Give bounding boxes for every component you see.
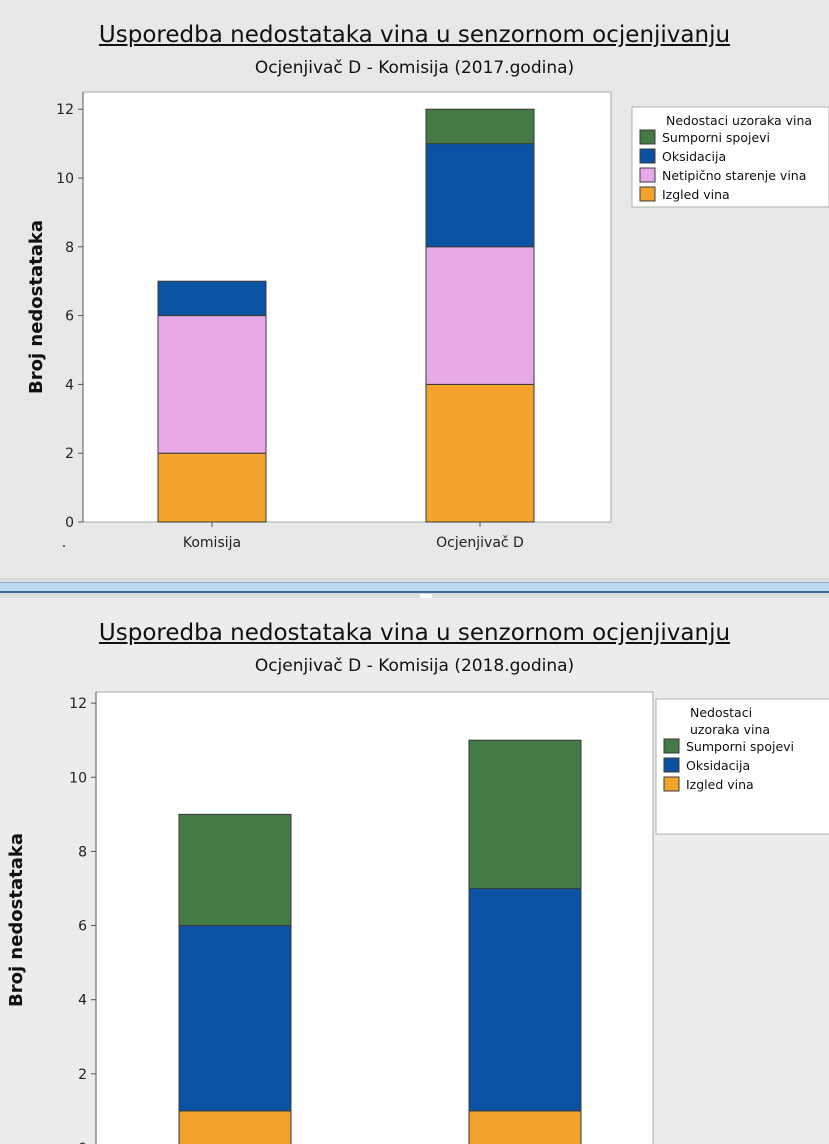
y-tick-label: 10 <box>56 171 74 187</box>
bar-segment-sumporni <box>468 739 582 889</box>
y-tick-label: 8 <box>78 844 87 860</box>
y-axis-label: Broj nedostataka <box>26 220 47 394</box>
bar-segment-sumporni <box>425 108 535 145</box>
y-tick-label: 8 <box>65 240 74 256</box>
legend-label: Sumporni spojevi <box>662 130 770 145</box>
bar-segment-sumporni <box>178 813 292 927</box>
y-tick-label: 0 <box>65 515 74 531</box>
y-tick-label: 4 <box>78 993 87 1009</box>
bar-segment-izgled <box>468 1110 582 1144</box>
chart-panel-2018: Usporedba nedostataka vina u senzornom o… <box>0 598 829 1144</box>
legend-label: Oksidacija <box>662 149 726 164</box>
bar-segment-izgled <box>157 452 267 523</box>
bar-segment-oksidacija <box>178 925 292 1112</box>
legend-swatch-netipicno <box>639 167 656 183</box>
legend-box <box>631 106 829 208</box>
y-tick-label: 2 <box>78 1067 87 1083</box>
y-tick-label: 12 <box>69 696 87 712</box>
legend-title: Nedostaci <box>690 705 752 720</box>
y-tick-label: 6 <box>78 919 87 935</box>
bar-segment-netipicno <box>157 315 267 454</box>
legend-swatch-izgled <box>639 186 656 202</box>
legend-swatch-oksidacija <box>639 148 656 164</box>
divider-band <box>0 582 829 593</box>
legend-swatch-sumporni <box>639 129 656 145</box>
bar-segment-oksidacija <box>157 280 267 317</box>
y-tick-label: 0 <box>78 1141 87 1144</box>
divider-grip[interactable] <box>420 594 432 599</box>
x-tick-label: Komisija <box>183 535 241 551</box>
y-axis-label: Broj nedostataka <box>6 833 27 1007</box>
y-tick-label: 12 <box>56 102 74 118</box>
legend-swatch-sumporni <box>663 738 680 754</box>
bar-segment-oksidacija <box>468 887 582 1112</box>
legend-box <box>655 698 829 835</box>
chart-title: Usporedba nedostataka vina u senzornom o… <box>98 620 731 646</box>
y-tick-label: 10 <box>69 770 87 786</box>
bar-segment-izgled <box>425 383 535 523</box>
legend-label: Netipično starenje vina <box>662 168 806 183</box>
y-tick-label: 4 <box>65 377 74 393</box>
panel-divider[interactable] <box>0 578 829 599</box>
legend-label: Izgled vina <box>662 187 730 202</box>
chart-subtitle: Ocjenjivač D - Komisija (2017.godina) <box>254 58 575 78</box>
y-tick-label: 2 <box>65 446 74 462</box>
legend-label: Oksidacija <box>686 758 750 773</box>
y-tick-label: 6 <box>65 309 74 325</box>
bar-segment-izgled <box>178 1110 292 1144</box>
chart-svg-2017: 0 2 4 6 8 10 12 Broj nedostataka Komisija Ocjenji… <box>26 91 829 551</box>
legend-title: Nedostaci uzoraka vina <box>666 113 812 128</box>
corner-label: . <box>62 535 66 551</box>
chart-subtitle: Ocjenjivač D - Komisija (2018.godina) <box>254 656 575 676</box>
bar-segment-oksidacija <box>425 143 535 248</box>
legend-swatch-izgled <box>663 776 680 792</box>
legend-label: Izgled vina <box>686 777 754 792</box>
legend-label: Sumporni spojevi <box>686 739 794 754</box>
bar-segment-netipicno <box>425 246 535 385</box>
chart-title: Usporedba nedostataka vina u senzornom o… <box>98 22 731 48</box>
x-tick-label: Ocjenjivač D <box>436 535 524 551</box>
legend-title: uzoraka vina <box>690 722 770 737</box>
legend-swatch-oksidacija <box>663 757 680 773</box>
chart-panel-2017: Usporedba nedostataka vina u senzornom o… <box>26 22 829 551</box>
